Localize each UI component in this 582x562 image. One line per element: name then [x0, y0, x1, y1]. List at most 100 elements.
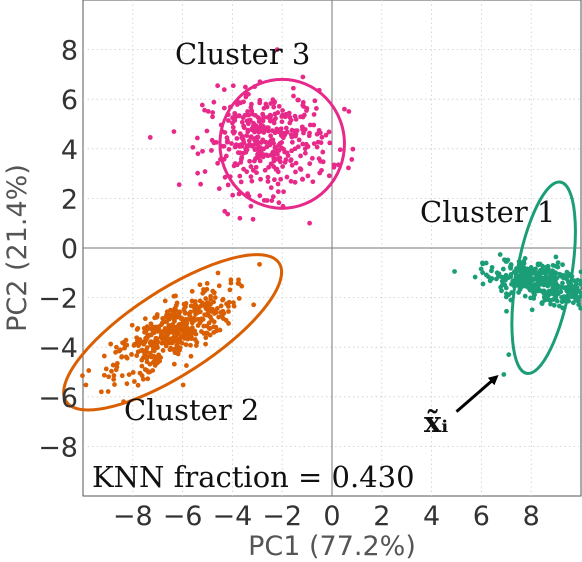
data-point	[195, 151, 201, 157]
data-point	[541, 294, 547, 300]
data-point	[300, 114, 306, 120]
data-point	[518, 269, 524, 275]
data-point	[311, 112, 317, 117]
data-point	[248, 174, 254, 180]
data-point	[197, 282, 203, 288]
data-point	[533, 277, 539, 282]
data-point	[205, 330, 210, 336]
data-point	[553, 294, 559, 300]
data-point	[162, 298, 168, 304]
data-point	[189, 288, 195, 294]
data-point	[226, 321, 231, 326]
data-point	[156, 352, 162, 358]
data-point	[130, 370, 136, 375]
data-point	[202, 288, 208, 294]
cluster-ellipses	[62, 77, 577, 412]
data-point	[272, 111, 278, 117]
data-point	[108, 341, 114, 347]
data-point	[233, 142, 239, 148]
data-point	[211, 99, 217, 105]
data-point	[525, 270, 531, 276]
data-point	[195, 170, 201, 176]
y-tick-label: −4	[38, 333, 78, 364]
data-point	[290, 85, 296, 91]
data-point	[216, 186, 222, 192]
data-point	[578, 269, 582, 275]
data-point	[245, 129, 251, 135]
data-point	[261, 115, 267, 120]
data-point	[312, 98, 318, 104]
data-point	[144, 355, 150, 361]
x-tick-label: −2	[262, 501, 302, 532]
data-point	[141, 341, 147, 347]
data-point	[293, 129, 299, 135]
data-point	[282, 159, 288, 165]
outlier-point	[501, 372, 507, 377]
data-point	[310, 179, 316, 185]
data-point	[246, 138, 252, 144]
data-point	[248, 105, 254, 110]
data-point	[171, 335, 176, 340]
data-point	[326, 173, 332, 179]
data-point	[528, 265, 534, 270]
data-point	[145, 326, 151, 332]
data-point	[193, 311, 199, 317]
data-point	[528, 295, 533, 301]
data-point	[134, 327, 140, 332]
data-point	[319, 167, 324, 173]
data-point	[311, 122, 317, 128]
data-point	[275, 181, 281, 187]
data-point	[202, 107, 207, 113]
data-point	[279, 119, 285, 125]
data-point	[122, 345, 127, 351]
data-point	[160, 316, 166, 321]
data-point	[204, 280, 210, 286]
data-point	[304, 108, 309, 113]
data-point	[210, 306, 215, 312]
data-point	[244, 133, 250, 138]
data-point	[262, 167, 268, 173]
data-point	[236, 281, 242, 287]
data-point	[135, 382, 141, 388]
data-point	[280, 164, 286, 169]
data-point	[114, 361, 120, 366]
data-point	[284, 150, 290, 156]
data-point	[247, 158, 253, 164]
data-point	[147, 350, 153, 356]
data-point	[261, 130, 267, 135]
data-point	[221, 87, 227, 93]
data-point	[255, 115, 261, 120]
data-point	[177, 324, 183, 330]
data-point	[546, 288, 552, 294]
data-point	[139, 373, 145, 379]
data-point	[578, 305, 582, 311]
data-point	[307, 122, 313, 128]
data-point	[323, 132, 329, 138]
data-point	[293, 169, 298, 175]
data-point	[480, 260, 485, 266]
data-point	[202, 169, 208, 174]
data-point	[520, 283, 526, 289]
data-point	[532, 292, 537, 298]
knn-fraction-text: KNN fraction = 0.430	[92, 460, 415, 494]
cluster-ellipse	[62, 253, 284, 412]
x-tick-label: 2	[373, 501, 390, 532]
data-point	[293, 160, 299, 166]
data-point	[109, 368, 114, 374]
data-point	[235, 150, 241, 156]
data-point	[274, 47, 280, 52]
data-point	[313, 105, 319, 111]
data-point	[508, 262, 514, 268]
data-point	[301, 130, 306, 136]
data-point	[548, 301, 553, 307]
data-point	[222, 130, 228, 135]
data-point	[171, 129, 177, 134]
data-point	[277, 141, 283, 146]
data-point	[522, 293, 528, 299]
data-point	[171, 346, 177, 352]
y-tick-label: 2	[61, 184, 78, 215]
x-tick-label: 6	[473, 501, 490, 532]
data-point	[298, 153, 303, 159]
data-point	[241, 99, 246, 105]
data-point	[287, 114, 293, 120]
